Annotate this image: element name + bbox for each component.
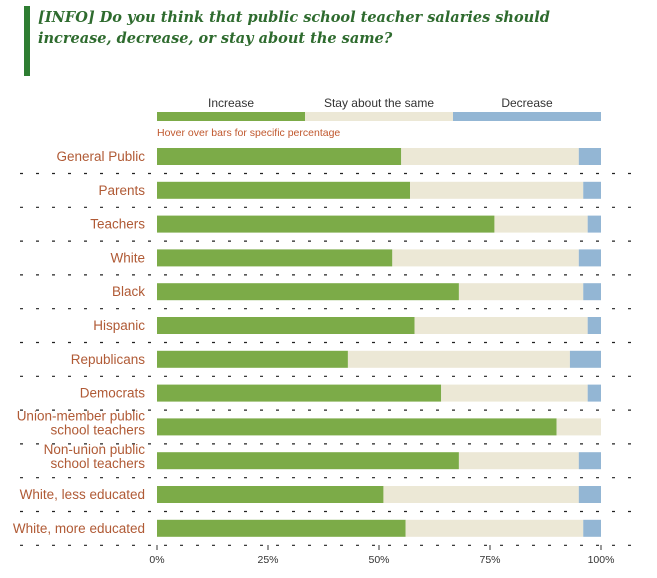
x-tick-label: 75% [479, 554, 500, 566]
bars [157, 148, 601, 537]
bar-same[interactable] [401, 148, 579, 165]
bar-decrease[interactable] [587, 317, 601, 334]
bar-increase[interactable] [157, 215, 495, 233]
bar-decrease[interactable] [578, 148, 601, 165]
category-label: White [110, 250, 145, 265]
bar-decrease[interactable] [583, 283, 601, 301]
legend-label-increase: Increase [208, 96, 254, 110]
category-label: General Public [56, 149, 145, 164]
bar-increase[interactable] [157, 148, 402, 165]
category-label: White, more educated [13, 521, 145, 536]
hover-hint: Hover over bars for specific percentage [157, 127, 340, 139]
bar-same[interactable] [392, 249, 579, 267]
bar-same[interactable] [556, 418, 601, 436]
legend-label-decrease: Decrease [501, 96, 553, 110]
bar-increase[interactable] [157, 519, 406, 537]
category-label: Republicans [71, 352, 146, 367]
category-label: Black [112, 284, 145, 299]
bar-same[interactable] [458, 452, 579, 470]
bar-decrease[interactable] [587, 384, 601, 402]
bar-increase[interactable] [157, 418, 557, 436]
title-accent-bar [24, 6, 30, 76]
bar-same[interactable] [494, 215, 588, 233]
legend: Increase Stay about the same Decrease [157, 96, 601, 121]
bar-same[interactable] [383, 486, 579, 503]
legend-swatch-decrease [453, 112, 601, 121]
x-tick-label: 0% [149, 554, 164, 566]
bar-decrease[interactable] [578, 452, 601, 470]
category-label: Union-member public school teachers [17, 408, 146, 437]
bar-increase[interactable] [157, 452, 459, 470]
x-tick-label: 100% [588, 554, 615, 566]
bar-increase[interactable] [157, 350, 348, 368]
bar-decrease[interactable] [583, 519, 601, 537]
bar-same[interactable] [347, 350, 570, 368]
legend-swatch-same [305, 112, 453, 121]
x-tick-label: 50% [368, 554, 389, 566]
bar-decrease[interactable] [569, 350, 601, 368]
category-label: Teachers [90, 217, 145, 232]
bar-same[interactable] [410, 181, 584, 199]
category-labels: General Public Parents Teachers White Black H… [13, 149, 145, 536]
category-label: Hispanic [93, 318, 145, 333]
bar-same[interactable] [405, 519, 584, 537]
category-label: Non-union public school teachers [44, 442, 146, 471]
bar-decrease[interactable] [583, 181, 601, 199]
category-label: Parents [98, 183, 145, 198]
bar-same[interactable] [458, 283, 584, 301]
x-axis: 0% 25% 50% 75% 100% [149, 545, 614, 566]
bar-increase[interactable] [157, 486, 384, 503]
category-label: Democrats [80, 386, 146, 401]
bar-increase[interactable] [157, 249, 393, 267]
legend-swatch-increase [157, 112, 305, 121]
bar-same[interactable] [414, 317, 588, 334]
bar-increase[interactable] [157, 317, 415, 334]
bar-increase[interactable] [157, 384, 442, 402]
bar-decrease[interactable] [587, 215, 601, 233]
bar-decrease[interactable] [578, 486, 601, 503]
chart-title: [INFO] Do you think that public school t… [38, 9, 550, 47]
bar-increase[interactable] [157, 283, 459, 301]
category-label: White, less educated [20, 487, 145, 502]
x-tick-label: 25% [257, 554, 278, 566]
bar-increase[interactable] [157, 181, 411, 199]
legend-label-same: Stay about the same [324, 96, 434, 110]
bar-same[interactable] [441, 384, 588, 402]
bar-decrease[interactable] [578, 249, 601, 267]
